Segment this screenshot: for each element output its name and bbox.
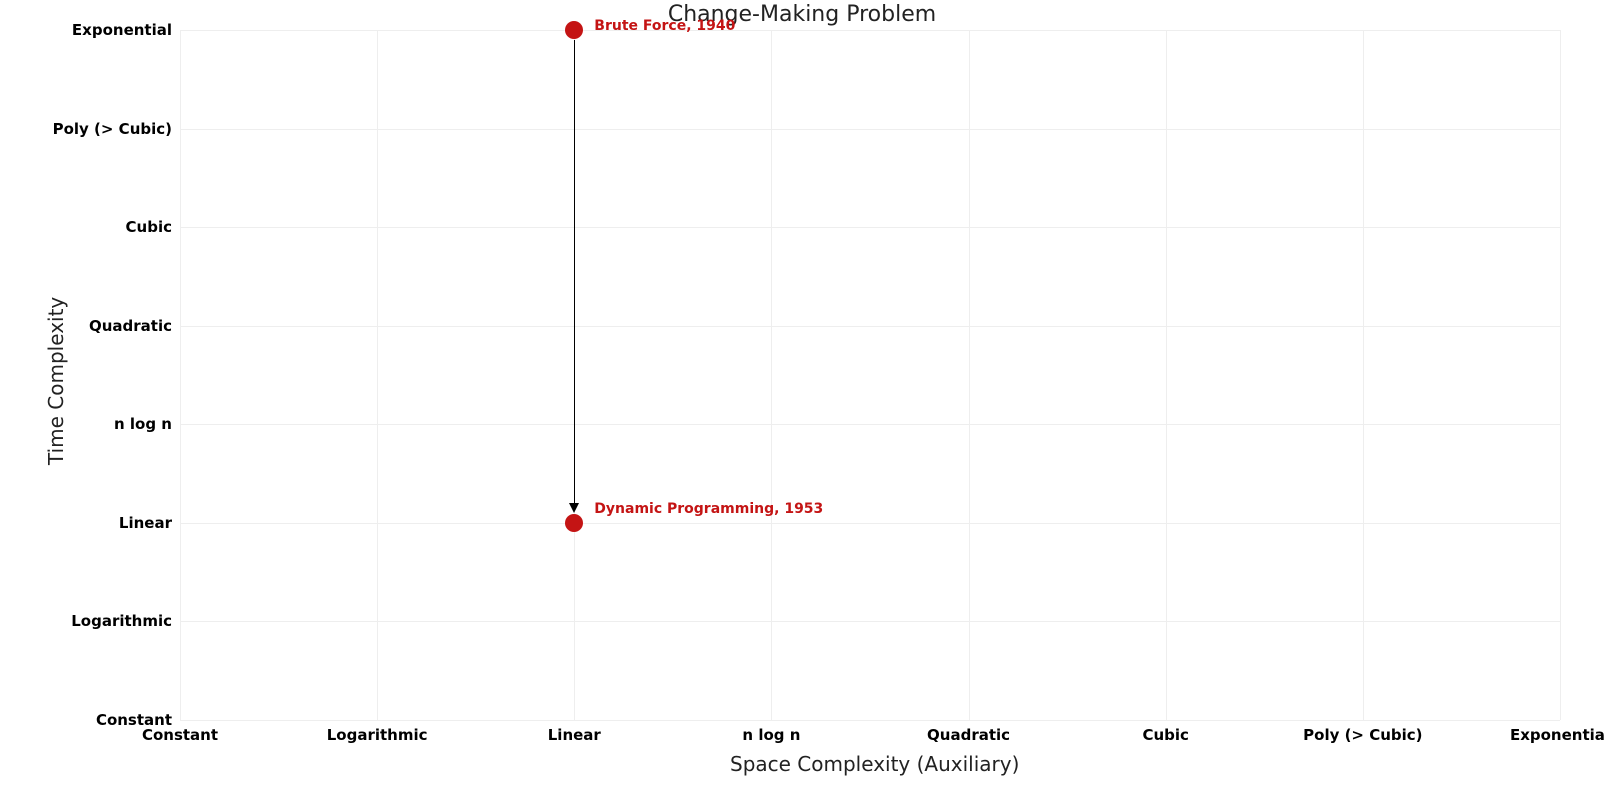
y-tick-label: n log n (114, 415, 172, 433)
gridline-vertical (180, 30, 181, 720)
x-tick-label: Linear (548, 726, 601, 744)
gridline-vertical (377, 30, 378, 720)
y-tick-label: Exponential (72, 21, 172, 39)
gridline-horizontal (180, 424, 1560, 425)
gridline-vertical (969, 30, 970, 720)
gridline-horizontal (180, 227, 1560, 228)
data-point (565, 21, 583, 39)
x-tick-label: Poly (> Cubic) (1303, 726, 1422, 744)
gridline-horizontal (180, 621, 1560, 622)
chart-title: Change-Making Problem (0, 2, 1604, 27)
x-tick-label: n log n (742, 726, 800, 744)
x-tick-label: Quadratic (927, 726, 1010, 744)
gridline-horizontal (180, 720, 1560, 721)
chart-container: Change-Making Problem Time Complexity Sp… (0, 0, 1604, 794)
x-tick-label: Logarithmic (327, 726, 428, 744)
data-point-name: Dynamic Programming (594, 501, 774, 517)
data-point (565, 514, 583, 532)
x-tick-label: Exponential (1510, 726, 1604, 744)
arrow-head-icon (569, 503, 579, 513)
gridline-horizontal (180, 30, 1560, 31)
gridline-horizontal (180, 129, 1560, 130)
y-tick-label: Cubic (126, 218, 172, 236)
y-tick-label: Logarithmic (71, 612, 172, 630)
data-point-label: Dynamic Programming, 1953 (594, 501, 823, 517)
gridline-horizontal (180, 326, 1560, 327)
arrow-line (574, 40, 576, 503)
x-axis-label: Space Complexity (Auxiliary) (730, 752, 1019, 776)
gridline-vertical (771, 30, 772, 720)
y-axis-label: Time Complexity (44, 297, 68, 465)
y-tick-label: Constant (96, 711, 172, 729)
data-point-year: 1953 (784, 501, 823, 517)
gridline-horizontal (180, 523, 1560, 524)
gridline-vertical (1363, 30, 1364, 720)
data-point-label: Brute Force, 1940 (594, 18, 735, 34)
gridline-vertical (1560, 30, 1561, 720)
x-tick-label: Cubic (1142, 726, 1188, 744)
data-point-year: 1940 (696, 18, 735, 34)
gridline-vertical (1166, 30, 1167, 720)
data-point-name: Brute Force (594, 18, 686, 34)
plot-area (180, 30, 1560, 720)
y-tick-label: Poly (> Cubic) (53, 120, 172, 138)
y-tick-label: Linear (119, 514, 172, 532)
y-tick-label: Quadratic (89, 317, 172, 335)
